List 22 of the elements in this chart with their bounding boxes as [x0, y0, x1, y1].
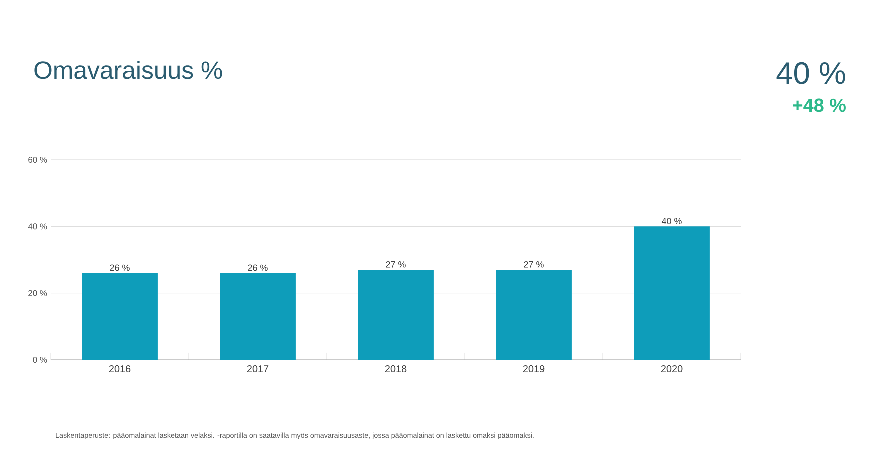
- y-tick-label: 60 %: [28, 156, 48, 163]
- x-tick-label: 2019: [523, 366, 545, 373]
- bar: [634, 226, 710, 360]
- bar: [496, 270, 572, 360]
- text: 40 %: [776, 62, 846, 84]
- data-label: 27 %: [386, 261, 406, 268]
- text: +48 %: [793, 98, 846, 112]
- y-tick-label: 0 %: [33, 356, 48, 363]
- bar: [220, 273, 296, 360]
- y-tick-label: 40 %: [28, 224, 48, 230]
- bar: [358, 270, 434, 360]
- x-tick-label: 2017: [247, 366, 269, 373]
- chart-title: Omavaraisuus %: [34, 60, 222, 80]
- x-tick-label: 2016: [109, 366, 131, 373]
- data-label: 27 %: [524, 261, 544, 268]
- x-tick-label: 2018: [385, 366, 407, 373]
- data-label: 26 %: [248, 264, 268, 272]
- y-tick-label: 20 %: [28, 290, 48, 296]
- bar: [82, 273, 158, 360]
- data-label: 40 %: [662, 218, 682, 224]
- x-tick-label: 2020: [661, 366, 683, 373]
- data-label: 26 %: [110, 264, 130, 272]
